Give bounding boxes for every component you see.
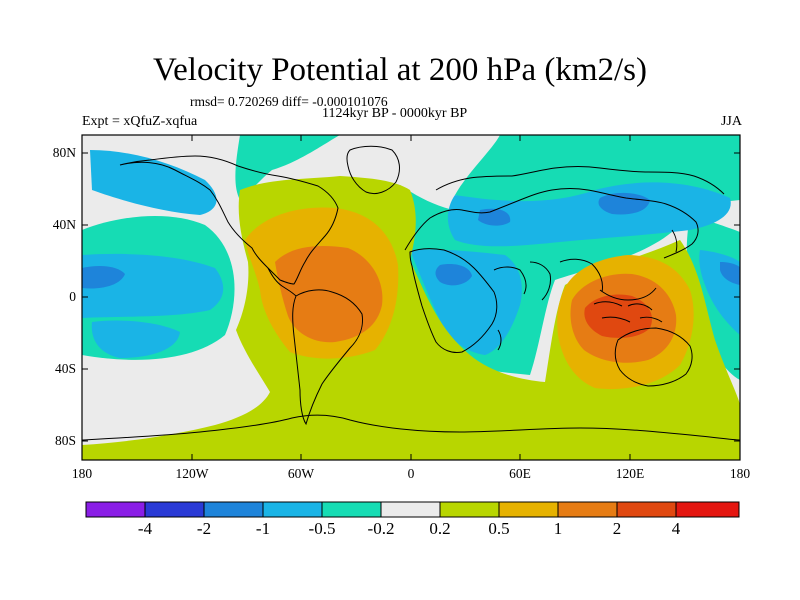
coastlines	[82, 145, 740, 441]
field-pacific-blue	[82, 266, 125, 289]
colorbar-label: -4	[137, 519, 153, 538]
colorbar-label: -1	[255, 519, 271, 538]
colorbar-box-3	[262, 501, 323, 518]
colorbar-box-2	[203, 501, 264, 518]
colorbar-box-0	[85, 501, 146, 518]
x-ticks	[81, 135, 741, 460]
x-tick-label-60w: 60W	[287, 466, 315, 481]
x-tick-label-0: 0	[407, 466, 415, 481]
x-tick-label-180w: 180	[71, 466, 93, 481]
colorbar-box-5	[380, 501, 441, 518]
season-label: JJA	[720, 114, 742, 129]
x-tick-label-60e: 60E	[509, 466, 531, 481]
coast-north-eurasia	[435, 166, 725, 195]
coast-europe	[404, 188, 699, 259]
coast-antarctica	[82, 414, 740, 441]
coast-north-america	[119, 155, 339, 285]
colorbar-box-10	[675, 501, 740, 518]
coast-arabia-india	[493, 261, 551, 301]
colorbar-label: 1	[553, 519, 563, 538]
field-north-blue	[598, 192, 650, 215]
field-atlantic-darkorange	[275, 246, 383, 343]
experiment-label: Expt = xQfuZ-xqfua	[82, 114, 198, 129]
velocity-potential-field	[82, 135, 740, 460]
field-africa-blue	[435, 264, 472, 286]
y-tick-label-80n: 80N	[52, 145, 76, 160]
y-tick-label-40n: 40N	[52, 217, 76, 232]
period-label: 1124kyr BP - 0000kyr BP	[322, 106, 468, 121]
y-ticks	[82, 152, 740, 442]
y-tick-label-80s: 80S	[54, 433, 76, 448]
colorbar-label: 0.5	[488, 519, 510, 538]
x-tick-label-180e: 180	[729, 466, 751, 481]
y-tick-label-40s: 40S	[54, 361, 76, 376]
coast-indonesia	[593, 301, 663, 323]
colorbar-box-4	[321, 501, 382, 518]
map-title: Velocity Potential at 200 hPa (km2/s)	[152, 52, 648, 88]
colorbar-box-7	[498, 501, 559, 518]
colorbar-box-8	[557, 501, 618, 518]
colorbar-label: -0.2	[367, 519, 395, 538]
colorbar-label: 4	[671, 519, 681, 538]
field-eastpacific-blue	[720, 262, 740, 285]
x-tick-label-120w: 120W	[175, 466, 209, 481]
coast-central-america	[267, 267, 297, 297]
rmsd-diff-stats: rmsd= 0.720269 diff= -0.000101076	[190, 94, 388, 109]
field-eurasia-lightblue	[447, 182, 731, 247]
y-tick-label-0: 0	[69, 289, 76, 304]
coast-africa	[409, 248, 498, 353]
field-north-lightblue	[90, 150, 217, 215]
colorbar-label: 0.2	[429, 519, 451, 538]
coast-south-america	[292, 289, 363, 426]
coast-australia	[614, 327, 693, 387]
coast-greenland	[346, 145, 400, 195]
field-southpacific-lightblue	[91, 320, 180, 358]
colorbar-label: -2	[196, 519, 212, 538]
field-maritime-red	[584, 294, 652, 338]
coast-se-asia	[559, 258, 657, 301]
colorbar-box-1	[144, 501, 205, 518]
coast-japan	[671, 229, 678, 253]
colorbar-box-9	[616, 501, 677, 518]
colorbar	[85, 501, 740, 518]
colorbar-box-6	[439, 501, 500, 518]
field-atlantic-yellow	[82, 176, 740, 460]
coast-madagascar	[497, 329, 502, 351]
colorbar-label: 2	[612, 519, 622, 538]
colorbar-label: -0.5	[308, 519, 336, 538]
x-tick-label-120e: 120E	[615, 466, 645, 481]
